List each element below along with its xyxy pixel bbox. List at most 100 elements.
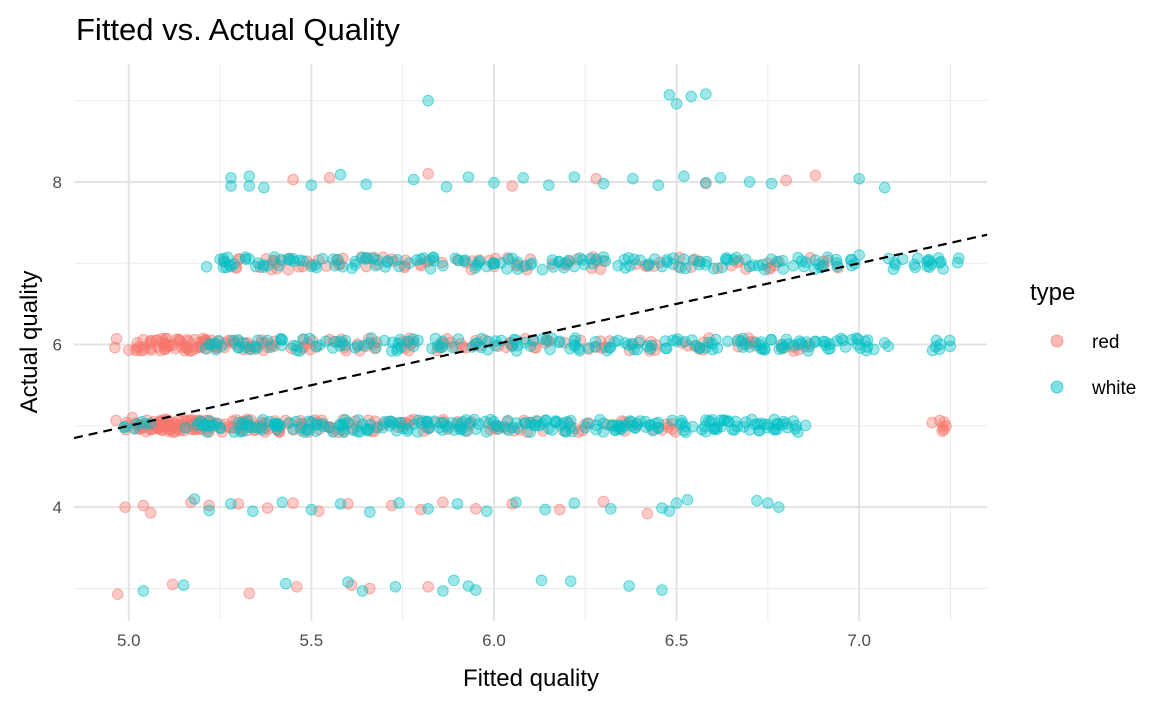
- data-point-white: [423, 421, 436, 434]
- data-point-red: [469, 503, 482, 515]
- data-point-white: [546, 332, 558, 345]
- data-point-white: [339, 339, 351, 352]
- data-point-white: [921, 260, 934, 273]
- data-point-white: [177, 579, 190, 592]
- data-point-white: [710, 423, 723, 436]
- data-point-red: [131, 337, 144, 349]
- data-point-white: [703, 336, 715, 349]
- data-point-white: [258, 181, 270, 194]
- data-point-white: [953, 252, 965, 265]
- x-axis-title: Fitted quality: [463, 665, 599, 692]
- data-point-white: [700, 255, 713, 268]
- data-point-white: [363, 337, 375, 350]
- data-point-white: [663, 89, 676, 101]
- data-point-white: [882, 252, 895, 265]
- data-point-white: [392, 342, 404, 355]
- data-point-white: [685, 90, 698, 103]
- data-point-white: [458, 255, 470, 268]
- data-point-white: [287, 339, 300, 352]
- data-point-white: [247, 505, 259, 518]
- data-point-red: [662, 421, 675, 433]
- data-point-white: [929, 341, 942, 353]
- data-point-white: [510, 345, 523, 357]
- data-point-white: [589, 336, 602, 348]
- y-axis-title: Actual quality: [16, 271, 43, 414]
- data-point-white: [730, 251, 743, 264]
- data-point-white: [310, 425, 322, 438]
- data-point-white: [261, 334, 274, 347]
- x-axis-tick-labels: 5.0 5.5 6.0 6.5 7.0: [117, 631, 871, 650]
- data-point-white: [594, 413, 606, 426]
- legend: type red white: [1030, 279, 1136, 399]
- data-point-white: [276, 496, 289, 509]
- data-point-white: [656, 502, 668, 514]
- data-point-white: [410, 254, 423, 266]
- data-point-white: [647, 424, 659, 437]
- data-point-white: [524, 259, 537, 271]
- data-point-white: [488, 257, 501, 270]
- data-point-white: [663, 505, 676, 518]
- data-point-white: [389, 581, 402, 593]
- data-point-white: [773, 501, 785, 514]
- data-point-white: [214, 421, 226, 434]
- data-point-red: [119, 501, 131, 514]
- series-red-points: [109, 168, 952, 601]
- data-point-white: [424, 262, 437, 275]
- data-point-white: [878, 181, 891, 194]
- data-point-red: [712, 262, 724, 275]
- data-point-white: [217, 261, 230, 274]
- data-point-white: [480, 426, 493, 438]
- legend-key-white: [1050, 380, 1064, 394]
- data-point-white: [510, 496, 522, 509]
- data-point-white: [225, 498, 237, 510]
- data-point-white: [771, 256, 783, 268]
- data-point-white: [687, 254, 700, 267]
- data-point-white: [752, 259, 765, 272]
- data-point-white: [790, 419, 802, 432]
- data-point-white: [751, 494, 763, 507]
- data-point-white: [303, 332, 316, 345]
- data-point-white: [676, 417, 689, 429]
- data-point-white: [568, 171, 581, 183]
- data-point-red: [597, 495, 610, 508]
- data-point-white: [257, 259, 270, 271]
- data-point-white: [544, 343, 556, 356]
- data-point-white: [578, 258, 591, 271]
- data-point-white: [201, 426, 213, 438]
- data-point-white: [553, 336, 565, 349]
- data-point-white: [686, 334, 698, 346]
- data-point-white: [369, 341, 382, 354]
- data-point-white: [909, 261, 922, 274]
- data-point-white: [535, 574, 548, 587]
- data-point-white: [220, 261, 233, 274]
- data-point-white: [860, 344, 873, 357]
- data-point-white: [694, 255, 707, 268]
- data-point-white: [256, 423, 269, 436]
- data-point-white: [837, 334, 849, 347]
- data-point-white: [329, 259, 341, 272]
- data-point-white: [809, 336, 822, 348]
- data-point-white: [203, 504, 215, 517]
- data-point-white: [645, 339, 658, 352]
- data-point-white: [427, 251, 440, 264]
- data-point-white: [393, 497, 405, 509]
- y-tick-label: 4: [53, 498, 62, 517]
- data-point-white: [800, 256, 812, 269]
- data-point-red: [287, 173, 299, 186]
- data-point-white: [264, 341, 277, 354]
- data-point-white: [627, 172, 639, 185]
- data-point-red: [312, 505, 325, 518]
- data-point-white: [631, 343, 644, 356]
- data-point-white: [501, 263, 513, 275]
- data-point-white: [813, 258, 825, 271]
- data-point-white: [282, 252, 295, 265]
- data-point-white: [473, 418, 485, 431]
- data-point-white: [581, 417, 594, 430]
- data-point-white: [887, 263, 900, 276]
- data-point-white: [590, 419, 603, 432]
- data-point-white: [604, 341, 617, 354]
- data-point-white: [743, 176, 756, 188]
- data-point-white: [317, 417, 329, 430]
- data-point-white: [718, 414, 730, 427]
- data-point-white: [418, 252, 430, 264]
